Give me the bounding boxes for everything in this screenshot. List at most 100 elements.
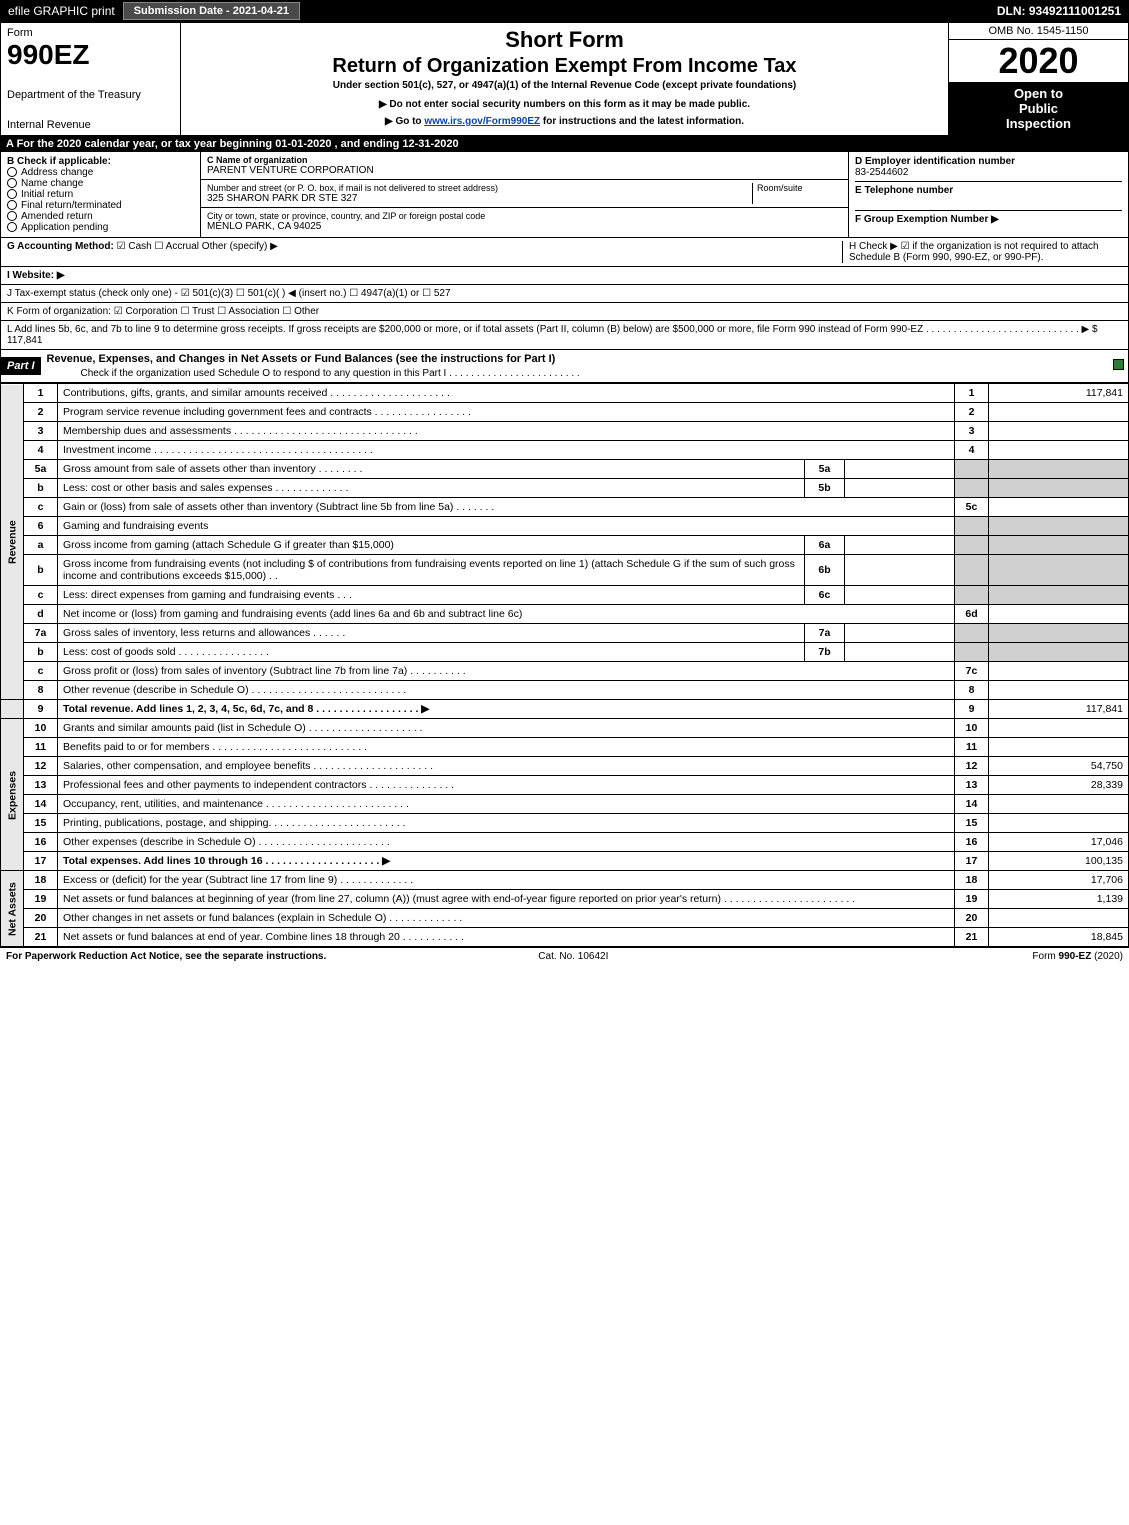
b-opt-name[interactable]: Name change bbox=[7, 178, 194, 189]
line-ref: 8 bbox=[955, 681, 989, 700]
i-label: I Website: ▶ bbox=[7, 270, 65, 281]
c-city-label: City or town, state or province, country… bbox=[207, 211, 842, 221]
f-label: F Group Exemption Number ▶ bbox=[855, 210, 1122, 225]
form-number: 990EZ bbox=[7, 39, 174, 71]
line-desc: Printing, publications, postage, and shi… bbox=[58, 814, 955, 833]
open-public-badge: Open to Public Inspection bbox=[949, 82, 1128, 135]
submission-date-button[interactable]: Submission Date - 2021-04-21 bbox=[123, 2, 300, 20]
part-1-check[interactable] bbox=[1108, 359, 1128, 373]
line-ref: 4 bbox=[955, 441, 989, 460]
header-left: Form 990EZ Department of the Treasury In… bbox=[1, 23, 181, 135]
line-desc: Other revenue (describe in Schedule O) .… bbox=[58, 681, 955, 700]
line-ref: 19 bbox=[955, 890, 989, 909]
table-row: 12 Salaries, other compensation, and emp… bbox=[1, 757, 1129, 776]
section-b: B Check if applicable: Address change Na… bbox=[1, 152, 201, 237]
form-header: Form 990EZ Department of the Treasury In… bbox=[0, 22, 1129, 136]
table-row: 13 Professional fees and other payments … bbox=[1, 776, 1129, 795]
line-desc: Less: cost of goods sold . . . . . . . .… bbox=[58, 643, 805, 662]
shade-cell bbox=[989, 624, 1129, 643]
g-options: ☑ Cash ☐ Accrual Other (specify) ▶ bbox=[117, 241, 278, 252]
ein-value: 83-2544602 bbox=[855, 167, 1122, 178]
checkbox-icon[interactable] bbox=[7, 167, 17, 177]
line-num: 12 bbox=[24, 757, 58, 776]
shade-cell bbox=[989, 555, 1129, 586]
checkbox-icon[interactable] bbox=[7, 178, 17, 188]
shade-cell bbox=[955, 555, 989, 586]
b-opt-final[interactable]: Final return/terminated bbox=[7, 200, 194, 211]
line-value bbox=[989, 909, 1129, 928]
badge-line-2: Public bbox=[953, 101, 1124, 116]
line-value bbox=[989, 795, 1129, 814]
line-ref: 17 bbox=[955, 852, 989, 871]
line-desc: Benefits paid to or for members . . . . … bbox=[58, 738, 955, 757]
table-row: c Less: direct expenses from gaming and … bbox=[1, 586, 1129, 605]
mid-ref: 6c bbox=[805, 586, 845, 605]
irs-link[interactable]: www.irs.gov/Form990EZ bbox=[424, 116, 540, 127]
line-desc: Gross profit or (loss) from sales of inv… bbox=[58, 662, 955, 681]
mid-ref: 6a bbox=[805, 536, 845, 555]
shade-cell bbox=[955, 643, 989, 662]
line-ref: 2 bbox=[955, 403, 989, 422]
line-desc: Professional fees and other payments to … bbox=[58, 776, 955, 795]
line-desc: Other expenses (describe in Schedule O) … bbox=[58, 833, 955, 852]
g-accounting: G Accounting Method: ☑ Cash ☐ Accrual Ot… bbox=[7, 241, 842, 263]
line-num: 16 bbox=[24, 833, 58, 852]
dln-label: DLN: 93492111001251 bbox=[989, 2, 1129, 20]
line-num: 19 bbox=[24, 890, 58, 909]
table-row: 15 Printing, publications, postage, and … bbox=[1, 814, 1129, 833]
shade-cell bbox=[955, 536, 989, 555]
shade-cell bbox=[989, 460, 1129, 479]
table-row: Revenue 1 Contributions, gifts, grants, … bbox=[1, 384, 1129, 403]
line-desc: Net assets or fund balances at beginning… bbox=[58, 890, 955, 909]
line-value bbox=[989, 403, 1129, 422]
badge-line-1: Open to bbox=[953, 86, 1124, 101]
table-row: 9 Total revenue. Add lines 1, 2, 3, 4, 5… bbox=[1, 700, 1129, 719]
line-ref: 11 bbox=[955, 738, 989, 757]
b-label: B Check if applicable: bbox=[7, 156, 194, 167]
org-name: PARENT VENTURE CORPORATION bbox=[207, 165, 842, 176]
part-1-header: Part I Revenue, Expenses, and Changes in… bbox=[0, 350, 1129, 383]
shade-cell bbox=[989, 517, 1129, 536]
b-opt-address[interactable]: Address change bbox=[7, 167, 194, 178]
line-value: 54,750 bbox=[989, 757, 1129, 776]
line-value bbox=[989, 719, 1129, 738]
shade-cell bbox=[955, 586, 989, 605]
short-form-title: Short Form bbox=[189, 27, 940, 53]
line-num: c bbox=[24, 498, 58, 517]
line-ref: 10 bbox=[955, 719, 989, 738]
dept-irs: Internal Revenue bbox=[7, 119, 174, 131]
checkbox-icon[interactable] bbox=[7, 189, 17, 199]
shade-cell bbox=[955, 517, 989, 536]
table-row: b Less: cost or other basis and sales ex… bbox=[1, 479, 1129, 498]
line-num: 20 bbox=[24, 909, 58, 928]
table-row: 4 Investment income . . . . . . . . . . … bbox=[1, 441, 1129, 460]
line-ref: 14 bbox=[955, 795, 989, 814]
g-label: G Accounting Method: bbox=[7, 241, 114, 252]
mid-ref: 7b bbox=[805, 643, 845, 662]
shade-cell bbox=[955, 460, 989, 479]
header-right: OMB No. 1545-1150 2020 Open to Public In… bbox=[948, 23, 1128, 135]
netassets-side-label: Net Assets bbox=[1, 871, 24, 947]
footer-right: Form 990-EZ (2020) bbox=[1032, 951, 1123, 962]
line-ref: 7c bbox=[955, 662, 989, 681]
header-center: Short Form Return of Organization Exempt… bbox=[181, 23, 948, 135]
line-ref: 1 bbox=[955, 384, 989, 403]
c-name-cell: C Name of organization PARENT VENTURE CO… bbox=[201, 152, 848, 180]
checkbox-icon[interactable] bbox=[7, 222, 17, 232]
subtitle: Under section 501(c), 527, or 4947(a)(1)… bbox=[189, 80, 940, 91]
b-opt-initial[interactable]: Initial return bbox=[7, 189, 194, 200]
table-row: b Gross income from fundraising events (… bbox=[1, 555, 1129, 586]
checkbox-icon[interactable] bbox=[7, 211, 17, 221]
line-j-status: J Tax-exempt status (check only one) - ☑… bbox=[0, 285, 1129, 303]
part-1-checknote: Check if the organization used Schedule … bbox=[41, 368, 1108, 382]
b-opt-amended[interactable]: Amended return bbox=[7, 211, 194, 222]
line-num: 3 bbox=[24, 422, 58, 441]
table-row: 3 Membership dues and assessments . . . … bbox=[1, 422, 1129, 441]
part-1-title: Revenue, Expenses, and Changes in Net As… bbox=[41, 350, 1108, 368]
mid-ref: 7a bbox=[805, 624, 845, 643]
table-row: Net Assets 18 Excess or (deficit) for th… bbox=[1, 871, 1129, 890]
line-g-h: G Accounting Method: ☑ Cash ☐ Accrual Ot… bbox=[0, 238, 1129, 267]
checkbox-icon[interactable] bbox=[7, 200, 17, 210]
b-opt-pending[interactable]: Application pending bbox=[7, 222, 194, 233]
line-desc: Gross amount from sale of assets other t… bbox=[58, 460, 805, 479]
